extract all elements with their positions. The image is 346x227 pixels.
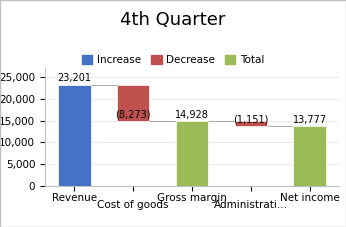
Text: (8,273): (8,273) (116, 110, 151, 120)
Text: (1,151): (1,151) (233, 115, 268, 125)
Text: Cost of goods: Cost of goods (98, 200, 169, 210)
Text: 4th Quarter: 4th Quarter (120, 11, 226, 29)
Bar (117, 85, 149, 121)
Bar (235, 121, 267, 126)
Text: 23,201: 23,201 (57, 73, 91, 83)
Text: Revenue: Revenue (52, 193, 97, 203)
Text: Administrati...: Administrati... (214, 200, 288, 210)
Bar (176, 121, 208, 186)
Legend: Increase, Decrease, Total: Increase, Decrease, Total (78, 51, 268, 69)
Bar (58, 85, 91, 186)
Text: 14,928: 14,928 (175, 110, 209, 120)
Text: Gross margin: Gross margin (157, 193, 227, 203)
Text: Net income: Net income (280, 193, 339, 203)
Text: 13,777: 13,777 (293, 115, 327, 125)
Bar (293, 126, 326, 186)
